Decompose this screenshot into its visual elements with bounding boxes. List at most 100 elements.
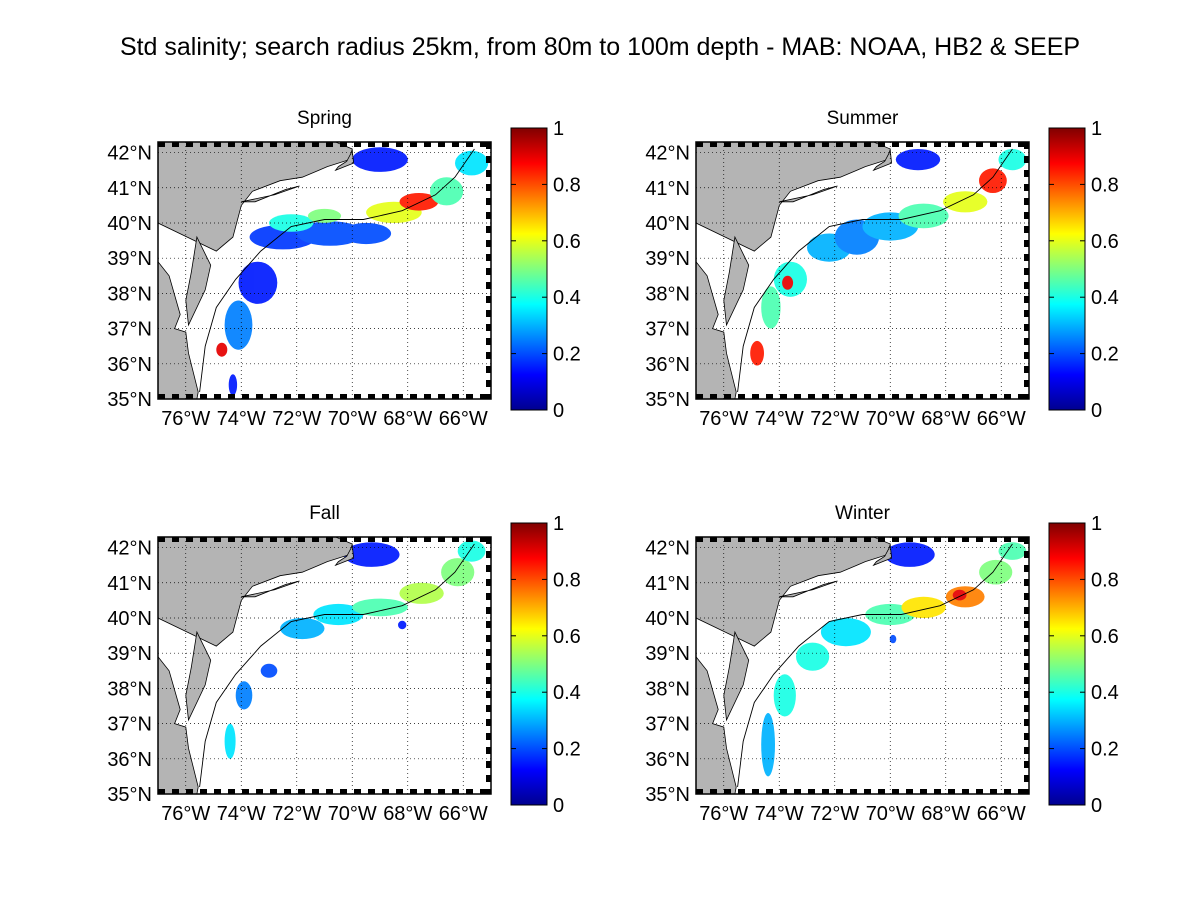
cape-cod [872,544,893,567]
data-patch [761,286,781,329]
land [158,537,199,794]
data-patch [269,214,314,232]
lon-tick-label: 74°W [217,803,266,825]
data-patch [280,617,325,640]
data-patch [820,618,871,647]
panel-winter: Winter 76°W 74°W 72°W 70°W 68°W 66°W 35°N 36°N 37… [645,503,1119,825]
data-patch [224,723,236,759]
colorbar-tick-label: 0 [1091,400,1102,422]
colorbar-tick-label: 0 [553,795,564,817]
lat-tick-label: 41°N [107,178,152,200]
lon-tick-label: 68°W [383,803,432,825]
lon-tick-label: 66°W [439,803,488,825]
map-frame-dashes [696,537,1029,794]
colorbar-tick-label: 0 [1091,795,1102,817]
data-patch [943,191,988,213]
colorbar: 0 0.2 0.4 0.6 0.8 1 [1048,118,1119,422]
isobath [199,543,475,788]
map-frame-dashes [158,142,491,399]
land [158,142,199,399]
panel-spring: Spring 76°W 74°W 72°W 70°W 68°W 66°W 35°N 36°N 37… [107,108,581,430]
grid [158,142,491,399]
data-patch [307,208,342,223]
colorbar-tick-label: 1 [553,513,564,535]
data-patch [979,168,1007,193]
land-northeast [158,537,353,647]
data-patch [398,620,407,630]
long-island [779,580,838,598]
lat-tick-label: 42°N [645,538,690,560]
lat-tick-label: 35°N [645,389,690,411]
data-patch [979,559,1013,585]
data-patch [796,642,830,671]
colorbar-gradient [510,127,548,411]
lat-tick-label: 36°N [107,749,152,771]
lat-tick-label: 42°N [107,538,152,560]
lat-tick-label: 36°N [645,354,690,376]
lat-tick-label: 37°N [107,714,152,736]
data-patch [260,663,278,678]
colorbar-tick-label: 1 [553,118,564,140]
data-patch [352,598,408,617]
colorbar-tick-label: 1 [1091,118,1102,140]
isobath [737,543,1013,788]
land-northeast [696,142,891,252]
figure-title: Std salinity; search radius 25km, from 8… [120,33,1080,61]
colorbar-tick-label: 0.8 [553,174,581,196]
lon-tick-label: 72°W [810,803,859,825]
long-island [241,580,300,598]
lat-tick-label: 35°N [645,784,690,806]
colorbar-tick-label: 0.4 [553,682,581,704]
colorbar-tick-label: 0.4 [553,287,581,309]
lon-tick-label: 74°W [217,408,266,430]
colorbar-gradient [1048,522,1086,806]
panel-title: Spring [297,108,352,129]
map-area [696,142,1029,399]
lat-tick-label: 35°N [107,389,152,411]
panel-title: Winter [835,503,891,524]
cape-cod [334,149,355,172]
lon-tick-label: 72°W [810,408,859,430]
data-patch [898,203,949,229]
colorbar-tick-label: 0.2 [1091,739,1119,761]
data-patch [884,542,935,567]
colorbar-gradient [510,522,548,806]
data-patch [341,222,392,245]
long-island [779,185,838,203]
land-delmarva [185,630,212,722]
land-delmarva [723,630,750,722]
data-patch [224,300,253,350]
lat-tick-label: 39°N [107,643,152,665]
map-frame-dashes [158,537,491,794]
colorbar: 0 0.2 0.4 0.6 0.8 1 [510,118,581,422]
lon-tick-label: 76°W [699,408,748,430]
data-patch [430,177,464,206]
lon-tick-label: 72°W [272,408,321,430]
lon-tick-label: 70°W [866,408,915,430]
colorbar-tick-label: 0.8 [553,569,581,591]
colorbar-tick-label: 0.6 [1091,231,1119,253]
data-patch [343,542,400,567]
lat-tick-label: 38°N [107,283,152,305]
lon-tick-label: 76°W [161,803,210,825]
data-patch [228,374,238,396]
lon-tick-label: 70°W [328,803,377,825]
data-patch [761,713,775,777]
land-delmarva [723,235,750,327]
lat-tick-label: 36°N [645,749,690,771]
lon-tick-label: 68°W [383,408,432,430]
land [696,537,737,794]
lat-tick-label: 37°N [645,319,690,341]
data-patch [457,540,486,562]
lat-tick-label: 42°N [645,143,690,165]
panel-title: Summer [827,108,899,129]
lon-tick-label: 76°W [699,803,748,825]
colorbar-tick-label: 0.8 [1091,174,1119,196]
land [696,142,737,399]
lat-tick-label: 39°N [645,643,690,665]
lon-tick-label: 72°W [272,803,321,825]
colorbar-tick-label: 0.2 [1091,344,1119,366]
colorbar-tick-label: 0.6 [1091,626,1119,648]
colorbar: 0 0.2 0.4 0.6 0.8 1 [1048,513,1119,817]
